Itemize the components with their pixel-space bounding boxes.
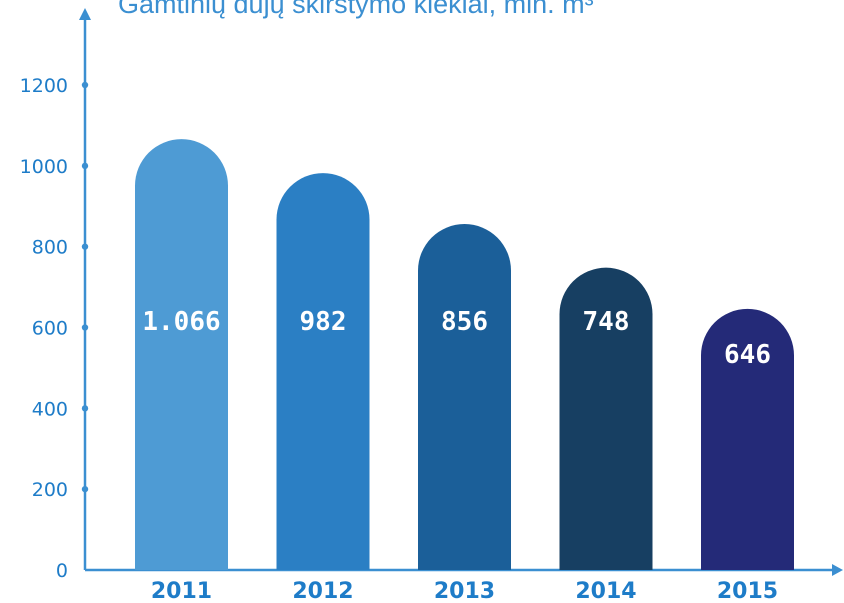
x-axis-ticks: 2011 2012 2013 2014 2015 xyxy=(151,579,778,603)
y-axis-arrow xyxy=(79,8,91,20)
y-tick-dot xyxy=(81,81,89,89)
bars xyxy=(135,139,795,570)
y-tick-label: 200 xyxy=(32,479,68,501)
y-axis-ticks: 0 200 400 600 800 1000 1200 xyxy=(20,75,89,582)
y-tick-label: 400 xyxy=(32,398,68,420)
y-tick-dot xyxy=(81,485,89,493)
bar-value-label: 982 xyxy=(300,307,347,337)
bar-value-label: 1.066 xyxy=(142,307,220,337)
bar-value-label: 748 xyxy=(583,307,630,337)
bar-2014 xyxy=(559,267,653,570)
bar-2012 xyxy=(276,173,370,570)
y-tick-label: 800 xyxy=(32,237,68,259)
chart-title: Gamtinių dujų skirstymo kiekiai, mln. m³ xyxy=(118,0,594,19)
y-tick-dot xyxy=(81,162,89,170)
bar-labels: 1.066 982 856 748 646 xyxy=(142,307,771,370)
x-tick-label: 2012 xyxy=(292,579,353,603)
y-tick-label: 1200 xyxy=(20,75,68,97)
x-tick-label: 2014 xyxy=(575,579,636,603)
y-tick-dot xyxy=(81,405,89,412)
y-tick-dot xyxy=(81,243,89,250)
bar-2011 xyxy=(135,139,228,570)
y-tick-label: 0 xyxy=(56,560,68,582)
bar-value-label: 856 xyxy=(441,307,488,337)
x-tick-label: 2013 xyxy=(434,579,495,603)
bar-value-label: 646 xyxy=(724,340,771,370)
x-axis-arrow xyxy=(832,564,843,576)
x-tick-label: 2015 xyxy=(717,579,778,603)
y-tick-label: 600 xyxy=(32,317,68,339)
bar-2015 xyxy=(701,308,795,570)
x-tick-label: 2011 xyxy=(151,579,212,603)
y-tick-label: 1000 xyxy=(20,156,68,178)
bar-2013 xyxy=(418,224,511,570)
y-tick-dot xyxy=(81,324,89,331)
